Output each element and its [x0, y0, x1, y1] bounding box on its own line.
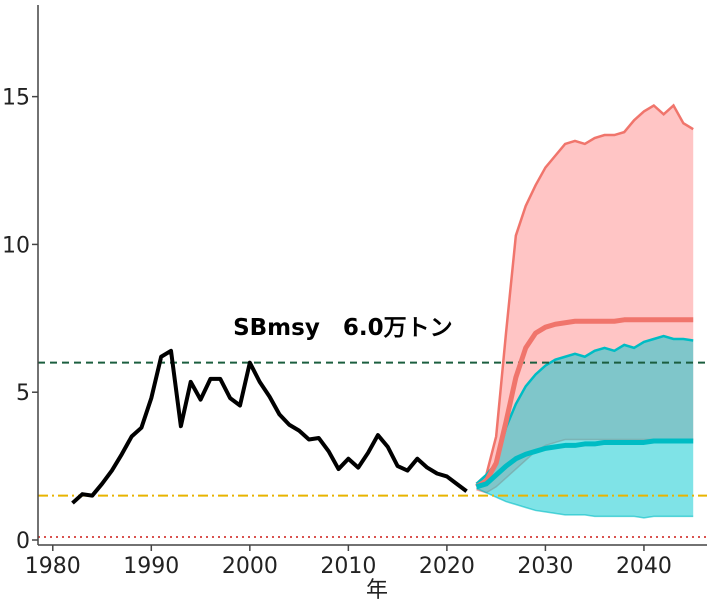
annotation: SBmsy 6.0万トン — [233, 315, 453, 341]
x-tick-label: 2010 — [320, 554, 376, 579]
x-tick-label: 1980 — [25, 554, 81, 579]
x-tick-label: 2040 — [616, 554, 672, 579]
x-tick-label: 2030 — [517, 554, 573, 579]
series-line — [475, 438, 694, 490]
band-edge — [476, 487, 694, 519]
y-tick-label: 10 — [2, 233, 30, 258]
series-line — [475, 317, 694, 489]
y-tick-label: 0 — [16, 529, 30, 554]
x-axis-label: 年 — [366, 578, 388, 602]
series-line — [71, 348, 468, 505]
y-tick-label: 5 — [16, 381, 30, 406]
y-tick-label: 15 — [2, 86, 30, 111]
x-tick-label: 2000 — [222, 554, 278, 579]
band-edge — [475, 334, 694, 485]
x-tick-label: 1990 — [123, 554, 179, 579]
band-edge — [475, 103, 694, 485]
x-tick-label: 2020 — [419, 554, 475, 579]
